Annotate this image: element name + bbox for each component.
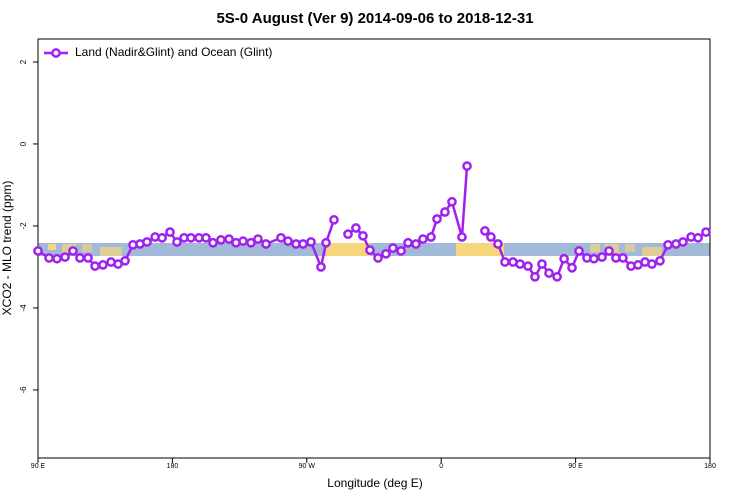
data-point: [589, 253, 599, 264]
data-point: [457, 232, 467, 242]
data-point: [83, 253, 93, 263]
data-point: [343, 229, 353, 240]
data-point: [396, 246, 406, 256]
data-point: [298, 239, 308, 249]
data-point: [60, 252, 70, 262]
data-point: [462, 161, 472, 171]
x-tick-label: 90 E: [568, 463, 583, 470]
data-point: [655, 255, 665, 266]
data-point: [663, 239, 673, 250]
data-point: [120, 255, 130, 266]
y-tick-label: -6: [19, 386, 28, 394]
data-point: [618, 253, 628, 263]
data-point: [411, 239, 421, 249]
data-point: [567, 262, 577, 273]
x-axis-title: Longitude (deg E): [327, 476, 422, 490]
data-point: [142, 237, 152, 247]
data-point: [604, 246, 614, 256]
data-point: [373, 253, 383, 263]
data-point: [75, 253, 85, 263]
data-point: [388, 243, 398, 253]
data-point: [647, 259, 657, 269]
legend-label: Land (Nadir&Glint) and Ocean (Glint): [75, 45, 272, 59]
data-point: [216, 235, 226, 245]
x-tick-label: 90 W: [299, 463, 316, 470]
data-point: [418, 234, 428, 244]
data-point: [544, 268, 554, 278]
data-point: [678, 237, 688, 247]
data-point: [552, 271, 562, 282]
y-tick-label: -4: [19, 304, 28, 312]
data-point: [574, 246, 584, 256]
data-point: [381, 248, 391, 259]
data-point: [515, 259, 525, 269]
data-point: [68, 246, 78, 256]
data-point: [523, 261, 533, 271]
chart-title: 5S-0 August (Ver 9) 2014-09-06 to 2018-1…: [216, 10, 533, 27]
data-point: [559, 253, 569, 264]
data-point: [426, 232, 436, 242]
data-point: [33, 246, 43, 256]
data-point: [90, 261, 100, 271]
data-point: [321, 237, 331, 248]
data-point: [440, 207, 450, 217]
data-point: [157, 232, 167, 243]
data-point: [500, 257, 510, 267]
data-point: [358, 230, 368, 241]
data-point: [597, 252, 607, 262]
data-point: [403, 237, 413, 248]
data-point: [701, 227, 711, 237]
data-point: [486, 232, 496, 242]
data-point: [98, 260, 108, 270]
data-point: [432, 214, 442, 224]
data-point: [172, 237, 182, 247]
data-point: [316, 262, 326, 272]
data-point: [493, 239, 503, 249]
data-point: [238, 236, 248, 246]
data-point: [447, 196, 457, 207]
data-point: [530, 271, 540, 282]
data-point: [253, 234, 263, 244]
data-point: [224, 234, 234, 244]
data-point: [480, 226, 490, 236]
data-point: [537, 259, 547, 269]
legend-marker: [51, 48, 61, 58]
data-point: [261, 239, 271, 249]
data-point: [365, 245, 375, 255]
data-point: [283, 236, 293, 246]
data-point: [44, 253, 54, 263]
x-tick-label: 90 E: [31, 463, 46, 470]
data-point: [165, 227, 175, 237]
x-tick-label: 180: [704, 463, 716, 470]
data-point: [208, 237, 218, 248]
data-point: [351, 223, 361, 233]
data-point: [186, 232, 196, 243]
y-axis-title: XCO2 - MLO trend (ppm): [0, 181, 14, 316]
x-tick-label: 0: [439, 463, 443, 470]
y-tick-label: 0: [19, 141, 28, 146]
data-point: [52, 253, 62, 264]
y-tick-label: 2: [19, 59, 28, 64]
data-point: [246, 237, 256, 248]
data-point: [201, 232, 211, 243]
data-point: [329, 214, 339, 225]
x-tick-label: 180: [167, 463, 179, 470]
data-point: [306, 237, 316, 247]
y-tick-label: -2: [19, 222, 28, 230]
data-point: [693, 232, 703, 243]
